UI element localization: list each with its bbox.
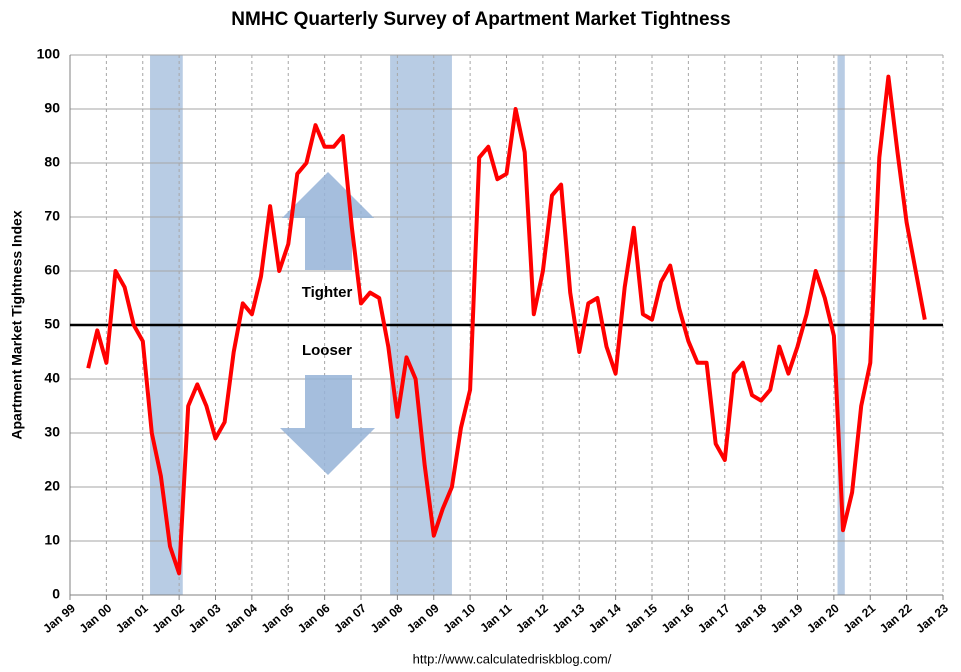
x-tick-label: Jan 15 bbox=[622, 601, 660, 636]
x-tick-label: Jan 03 bbox=[186, 601, 224, 636]
x-tick-label: Jan 01 bbox=[113, 601, 151, 636]
annotation: Tighter bbox=[302, 284, 353, 301]
y-tick-label: 20 bbox=[44, 478, 60, 494]
y-axis-label: Apartment Market Tightness Index bbox=[9, 210, 25, 439]
x-tick-label: Jan 07 bbox=[331, 601, 369, 636]
x-tick-label: Jan 05 bbox=[259, 601, 297, 636]
direction-arrows bbox=[280, 172, 375, 475]
y-tick-label: 60 bbox=[44, 262, 60, 278]
annotation: Looser bbox=[302, 342, 352, 359]
x-tick-label: Jan 22 bbox=[877, 601, 915, 636]
x-tick-label: Jan 06 bbox=[295, 601, 333, 636]
x-tick-label: Jan 21 bbox=[841, 601, 879, 636]
chart-title: NMHC Quarterly Survey of Apartment Marke… bbox=[231, 9, 730, 30]
x-tick-label: Jan 12 bbox=[513, 601, 551, 636]
x-tick-label: Jan 02 bbox=[149, 601, 187, 636]
x-tick-label: Jan 10 bbox=[440, 601, 478, 636]
y-tick-label: 80 bbox=[44, 154, 60, 170]
x-tick-label: Jan 00 bbox=[77, 601, 115, 636]
y-tick-label: 40 bbox=[44, 370, 60, 386]
x-tick-label: Jan 17 bbox=[695, 601, 733, 636]
x-tick-label: Jan 23 bbox=[913, 601, 951, 636]
x-tick-label: Jan 16 bbox=[659, 601, 697, 636]
up-arrow bbox=[282, 172, 374, 270]
y-tick-label: 70 bbox=[44, 208, 60, 224]
down-arrow bbox=[280, 375, 375, 475]
x-tick-label: Jan 08 bbox=[368, 601, 406, 636]
y-tick-label: 50 bbox=[44, 316, 60, 332]
x-tick-label: Jan 13 bbox=[550, 601, 588, 636]
x-tick-label: Jan 18 bbox=[731, 601, 769, 636]
data-line bbox=[86, 74, 927, 576]
x-tick-label: Jan 11 bbox=[477, 601, 514, 636]
source: http://www.calculatedriskblog.com/ bbox=[413, 651, 612, 666]
x-tick-label: Jan 14 bbox=[586, 601, 624, 636]
y-tick-label: 0 bbox=[52, 586, 60, 602]
x-tick-label: Jan 09 bbox=[404, 601, 442, 636]
x-tick-label: Jan 20 bbox=[804, 601, 842, 636]
y-tick-label: 90 bbox=[44, 100, 60, 116]
x-tick-label: Jan 04 bbox=[222, 601, 260, 636]
y-tick-label: 100 bbox=[37, 46, 61, 62]
y-tick-label: 10 bbox=[44, 532, 60, 548]
y-tick-label: 30 bbox=[44, 424, 60, 440]
x-tick-label: Jan 99 bbox=[40, 601, 78, 636]
x-tick-label: Jan 19 bbox=[768, 601, 806, 636]
